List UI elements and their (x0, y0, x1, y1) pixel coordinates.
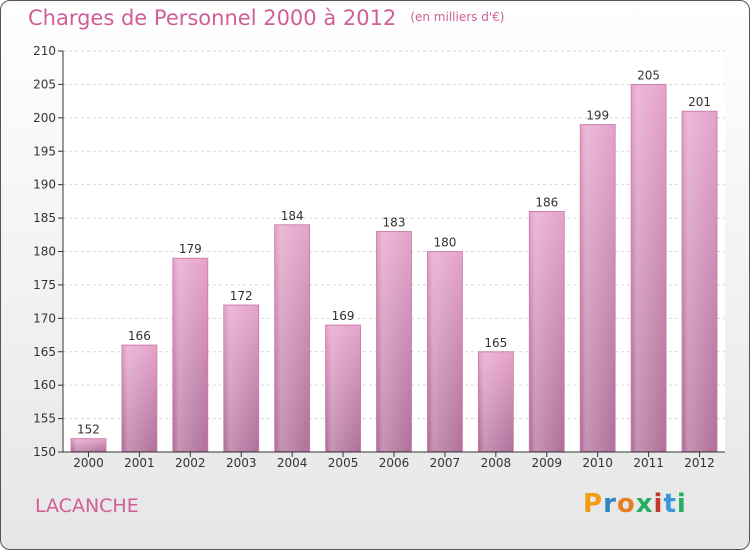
x-tick-label: 2001 (124, 456, 155, 470)
y-tick-label: 190 (33, 178, 56, 192)
y-tick-label: 155 (33, 412, 56, 426)
data-label: 186 (535, 195, 558, 209)
x-tick-label: 2003 (226, 456, 257, 470)
x-tick-label: 2002 (175, 456, 206, 470)
data-label: 184 (281, 209, 304, 223)
y-tick-label: 175 (33, 278, 56, 292)
x-tick-label: 2007 (430, 456, 461, 470)
bar-highlight (71, 439, 105, 451)
y-tick-label: 180 (33, 245, 56, 259)
data-label: 166 (128, 329, 151, 343)
logo-letter: r (603, 489, 617, 519)
bar-highlight (479, 352, 513, 451)
logo-letter: t (663, 489, 677, 519)
data-label: 199 (586, 109, 609, 123)
bar-highlight (377, 232, 411, 451)
bar-highlight (326, 326, 360, 451)
data-label: 205 (637, 68, 660, 82)
data-label: 172 (230, 289, 253, 303)
y-tick-label: 195 (33, 144, 56, 158)
bar-highlight (275, 225, 309, 451)
x-tick-label: 2000 (73, 456, 104, 470)
bar-highlight (224, 305, 258, 451)
y-tick-label: 185 (33, 211, 56, 225)
x-tick-label: 2011 (633, 456, 664, 470)
bar-highlight (530, 212, 564, 451)
data-label: 180 (433, 236, 456, 250)
data-label: 152 (77, 423, 100, 437)
logo-letter: i (653, 489, 664, 519)
city-label: LACANCHE (35, 495, 139, 517)
chart-subtitle: (en milliers d'€) (410, 10, 505, 24)
x-tick-label: 2012 (684, 456, 715, 470)
data-label: 179 (179, 242, 202, 256)
y-tick-label: 205 (33, 77, 56, 91)
x-tick-label: 2006 (379, 456, 410, 470)
logo-letter: P (583, 489, 604, 519)
y-tick-label: 170 (33, 311, 56, 325)
data-label: 183 (383, 215, 406, 229)
chart-title: Charges de Personnel 2000 à 2012 (en mill… (28, 6, 504, 30)
y-tick-label: 210 (33, 44, 56, 58)
x-tick-label: 2009 (531, 456, 562, 470)
x-tick-label: 2008 (481, 456, 512, 470)
data-label: 165 (484, 336, 507, 350)
y-tick-label: 160 (33, 378, 56, 392)
bar-highlight (122, 346, 156, 451)
bar-highlight (173, 259, 207, 451)
logo-letter: x (635, 489, 654, 519)
data-label: 201 (688, 95, 711, 109)
x-tick-label: 2005 (328, 456, 359, 470)
y-tick-label: 165 (33, 345, 56, 359)
data-label: 169 (332, 309, 355, 323)
x-tick-label: 2010 (582, 456, 613, 470)
logo-letter: o (616, 489, 636, 519)
proxiti-logo: Proxiti (583, 489, 687, 519)
logo-letter: i (676, 489, 687, 519)
y-tick-label: 150 (33, 445, 56, 459)
bar-highlight (428, 252, 462, 451)
x-tick-label: 2004 (277, 456, 308, 470)
chart-title-text: Charges de Personnel 2000 à 2012 (28, 6, 397, 30)
bar-highlight (632, 85, 666, 452)
bar-highlight (581, 125, 615, 452)
y-tick-label: 200 (33, 111, 56, 125)
bar-highlight (683, 112, 717, 452)
